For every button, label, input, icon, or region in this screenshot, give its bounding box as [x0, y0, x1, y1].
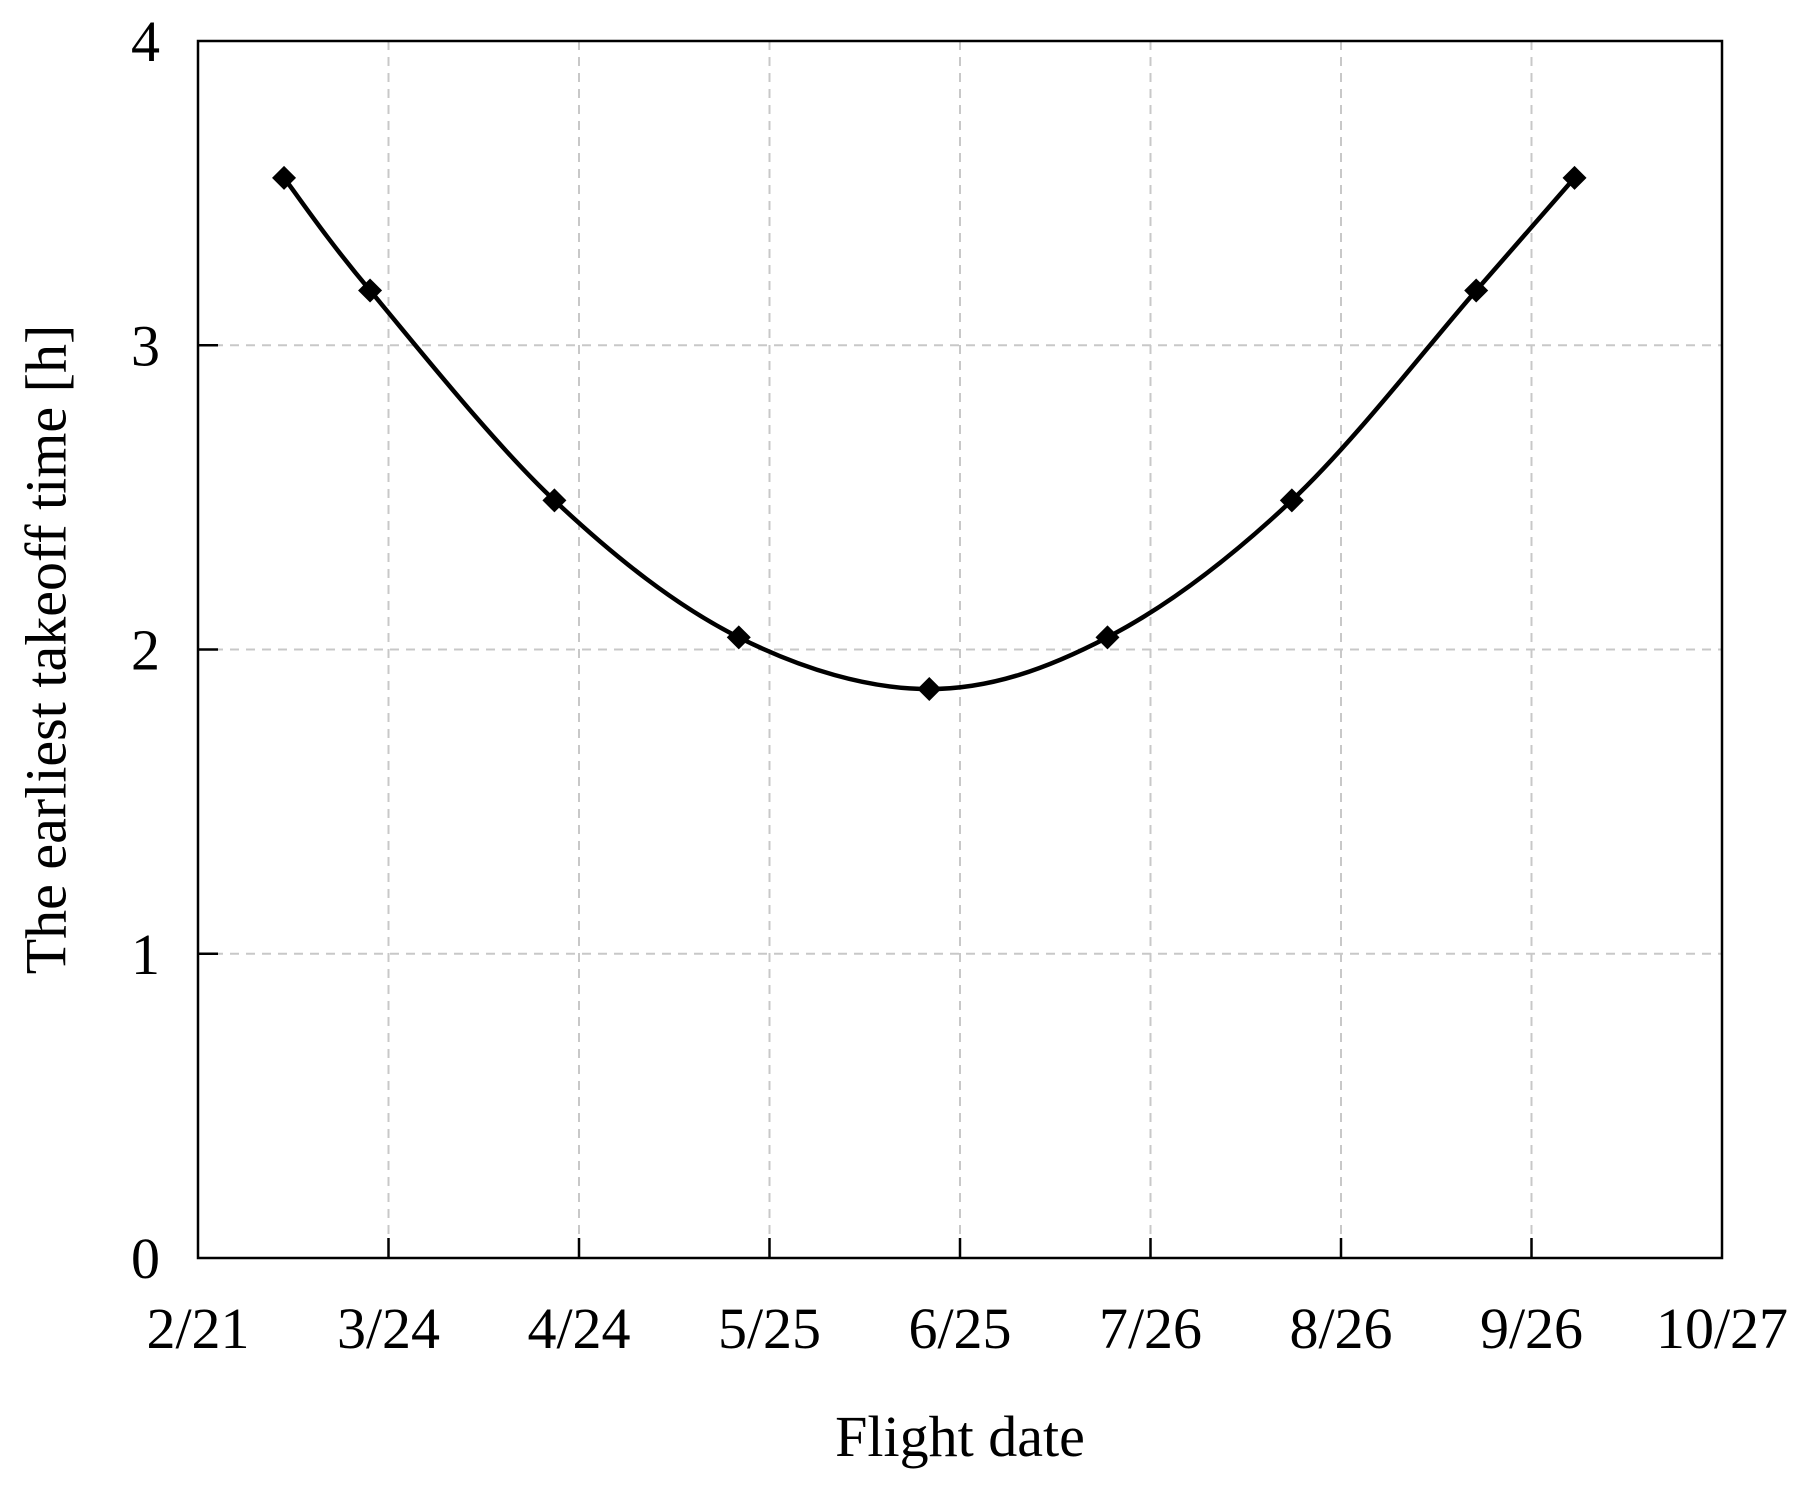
- data-point-marker: [1464, 278, 1489, 303]
- y-axis-label: The earliest takeoff time [h]: [13, 325, 78, 975]
- data-point-marker: [542, 488, 567, 513]
- plot-area-frame: [196, 39, 1724, 1260]
- x-tick-label: 8/26: [1289, 1296, 1392, 1361]
- series-layer: [272, 165, 1587, 702]
- data-point-marker: [272, 165, 297, 190]
- data-point-marker: [726, 625, 751, 650]
- data-point-marker: [1095, 625, 1120, 650]
- y-tick-label: 3: [131, 313, 160, 378]
- y-tick-label: 2: [131, 618, 160, 683]
- data-point-marker: [1279, 488, 1304, 513]
- x-tick-label: 10/27: [1656, 1296, 1788, 1361]
- x-axis-label: Flight date: [835, 1404, 1085, 1469]
- x-tick-label: 4/24: [527, 1296, 630, 1361]
- data-point-marker: [1562, 165, 1587, 190]
- x-tick-label: 3/24: [337, 1296, 440, 1361]
- y-tick-labels: 0 1 2 3 4: [131, 9, 160, 1291]
- y-tick-label: 0: [131, 1226, 160, 1291]
- x-tick-label: 7/26: [1099, 1296, 1202, 1361]
- y-tick-label: 4: [131, 9, 160, 74]
- x-tick-labels: 2/21 3/24 4/24 5/25 6/25 7/26 8/26 9/26 10/27: [146, 1296, 1788, 1361]
- data-point-marker: [917, 677, 942, 702]
- x-tick-label: 9/26: [1480, 1296, 1583, 1361]
- series-line: [282, 176, 1577, 692]
- x-tick-label: 2/21: [146, 1296, 249, 1361]
- x-tick-label: 5/25: [718, 1296, 821, 1361]
- data-point-marker: [358, 278, 383, 303]
- tick-marks: [198, 344, 1533, 1258]
- y-tick-label: 1: [131, 922, 160, 987]
- grid-lines: [198, 41, 1722, 1258]
- x-tick-label: 6/25: [908, 1296, 1011, 1361]
